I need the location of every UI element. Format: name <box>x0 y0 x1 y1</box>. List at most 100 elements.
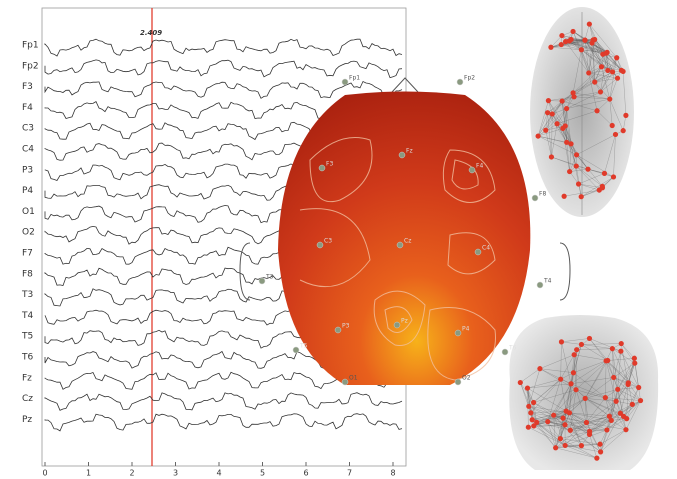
electrode-label: O2 <box>462 375 471 382</box>
connection <box>527 388 537 423</box>
node <box>544 110 551 116</box>
electrode-label: P4 <box>462 326 470 333</box>
connection <box>581 343 622 345</box>
connection <box>562 81 595 102</box>
connection <box>539 354 575 369</box>
node <box>517 379 523 386</box>
node <box>594 108 600 114</box>
connection <box>609 98 624 131</box>
brain-front-network <box>517 335 644 461</box>
connection <box>550 40 585 48</box>
connection <box>556 108 567 124</box>
connection <box>585 398 624 417</box>
electrode <box>456 78 464 86</box>
electrode-label: T3 <box>265 274 274 281</box>
node <box>620 128 626 134</box>
connection <box>537 112 548 137</box>
connection <box>585 398 621 414</box>
connection <box>533 402 537 423</box>
connection <box>560 379 567 412</box>
connection <box>600 429 627 452</box>
connection <box>547 96 575 113</box>
node <box>557 436 563 442</box>
connection <box>586 422 601 452</box>
connection <box>575 349 577 390</box>
connection <box>586 420 612 423</box>
connection <box>589 420 612 432</box>
connection <box>573 70 608 94</box>
connection <box>594 78 618 83</box>
channel-label: F8 <box>22 269 33 279</box>
connection <box>561 341 582 345</box>
connection <box>609 404 633 417</box>
connection <box>561 44 582 50</box>
connection <box>538 135 577 155</box>
connection <box>578 173 605 185</box>
connection <box>588 72 618 79</box>
channel-label: C3 <box>22 124 34 134</box>
electrode-label: F8 <box>539 191 546 198</box>
connection <box>561 101 572 144</box>
connection <box>569 154 577 172</box>
connection <box>533 424 566 427</box>
node <box>599 183 605 189</box>
connection <box>589 416 610 435</box>
connection <box>585 360 607 399</box>
node <box>594 455 600 461</box>
channel-label: Cz <box>22 394 33 404</box>
connection <box>585 377 614 399</box>
node <box>551 412 557 418</box>
node <box>623 427 629 433</box>
connection <box>606 360 629 383</box>
connection <box>573 360 607 373</box>
connection <box>566 142 570 172</box>
node <box>543 127 549 133</box>
connection <box>626 400 641 419</box>
connection <box>566 398 586 412</box>
channel-label: T4 <box>21 311 33 321</box>
contours <box>299 137 496 381</box>
connection <box>572 49 582 93</box>
connection <box>551 156 577 167</box>
connection <box>527 379 561 389</box>
node <box>586 431 593 437</box>
node <box>570 370 577 376</box>
connection <box>584 39 613 73</box>
connection <box>609 99 613 126</box>
connection <box>613 351 622 378</box>
node <box>629 401 635 407</box>
connection <box>565 445 597 459</box>
connection <box>570 360 607 384</box>
connection <box>599 429 627 445</box>
electrode <box>341 378 349 386</box>
node <box>574 347 580 353</box>
node <box>609 122 615 129</box>
connection <box>620 400 641 414</box>
connection <box>555 431 590 448</box>
node <box>573 152 580 158</box>
node <box>563 105 570 112</box>
connection <box>572 66 602 93</box>
connection <box>537 113 553 137</box>
electrode <box>316 241 324 249</box>
electrode <box>393 321 401 329</box>
connection <box>578 183 600 191</box>
connection <box>561 341 572 384</box>
node <box>568 141 574 147</box>
node <box>529 417 535 423</box>
connection <box>617 389 641 401</box>
connection <box>560 341 562 380</box>
connection <box>548 100 566 127</box>
connection <box>551 123 558 157</box>
node <box>559 98 565 104</box>
connection <box>576 348 613 350</box>
node <box>605 67 611 74</box>
node <box>570 28 576 35</box>
connection <box>576 134 616 155</box>
connection <box>617 358 635 390</box>
node <box>558 339 565 345</box>
connection <box>584 40 602 67</box>
node <box>598 64 605 70</box>
node <box>558 41 564 48</box>
connection <box>560 418 564 439</box>
